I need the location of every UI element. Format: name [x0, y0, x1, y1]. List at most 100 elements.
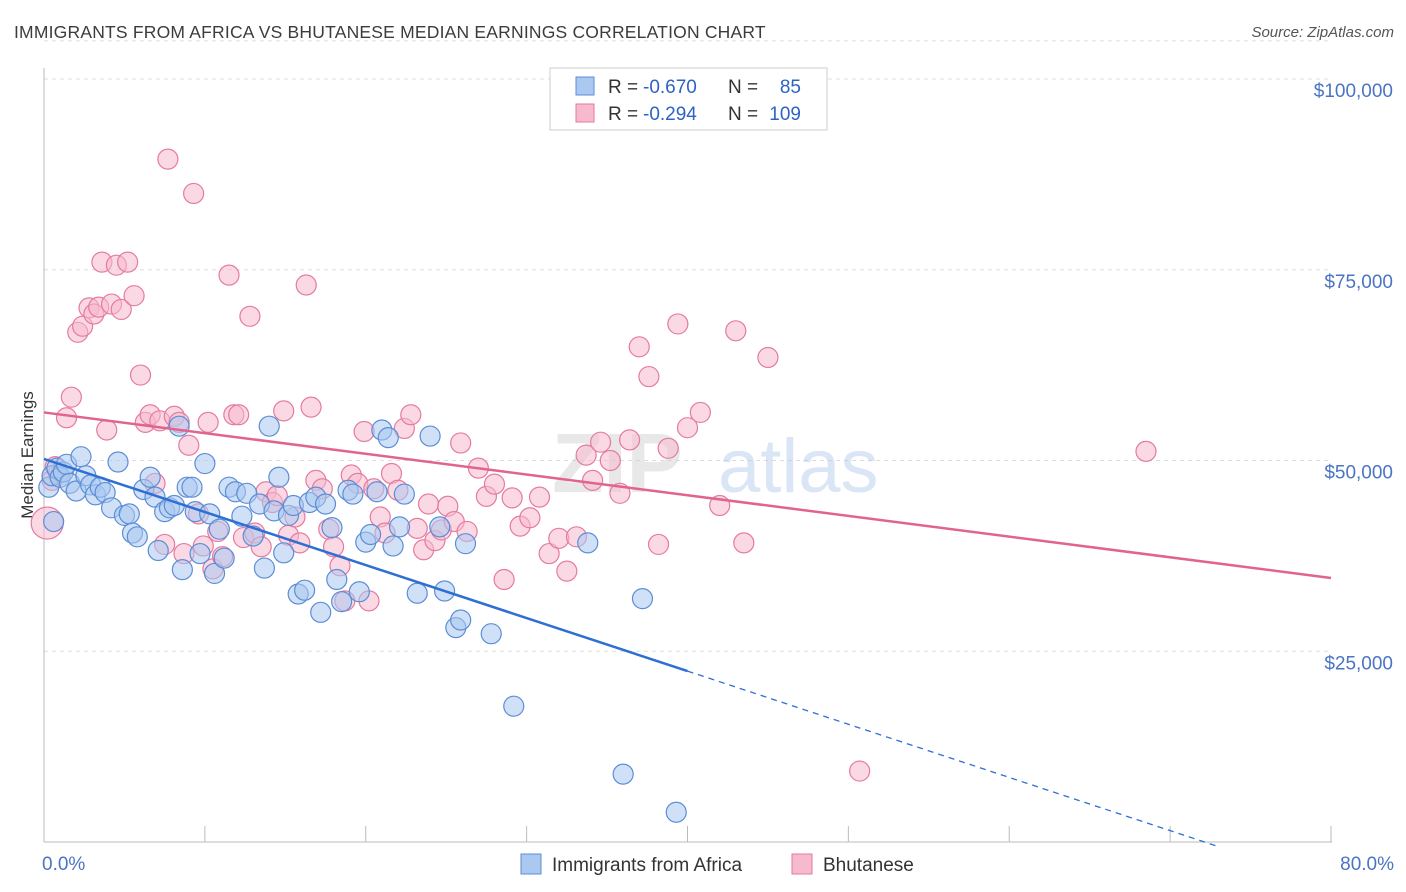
y-tick-label-0: $25,000: [1324, 653, 1393, 674]
africa-point: [273, 542, 295, 564]
series-label-africa: Immigrants from Africa: [552, 855, 742, 876]
africa-point: [393, 483, 415, 505]
africa-point: [348, 581, 370, 603]
stats-legend: R = -0.670 N = 85 R = -0.294 N = 109: [549, 67, 828, 131]
bhutanese-point: [556, 560, 578, 582]
legend-n-value-bhutanese: 109: [769, 104, 801, 125]
africa-point: [194, 452, 216, 475]
africa-point: [208, 518, 230, 540]
legend-n-label-bhutanese: N =: [728, 104, 758, 125]
trend-line-africa: [43, 457, 688, 673]
series-swatch-africa: [520, 853, 542, 875]
series-label-bhutanese: Bhutanese: [823, 855, 914, 876]
bhutanese-point: [638, 365, 660, 388]
bhutanese-point: [733, 532, 755, 554]
bhutanese-point: [300, 396, 322, 418]
africa-point: [43, 510, 65, 533]
y-axis-label: Median Earnings: [18, 391, 37, 519]
africa-point: [147, 539, 169, 562]
bhutanese-point: [548, 527, 570, 549]
bhutanese-point: [273, 400, 295, 422]
chart-title: IMMIGRANTS FROM AFRICA VS BHUTANESE MEDI…: [14, 22, 766, 42]
bhutanese-point: [197, 411, 219, 433]
legend-n-value-africa: 85: [780, 77, 801, 98]
trend-line-bhutanese: [43, 411, 1332, 580]
africa-point: [665, 801, 687, 823]
source-credit: Source: ZipAtlas.com: [1251, 24, 1394, 41]
y-tick-label-3: $100,000: [1314, 81, 1393, 102]
africa-point: [388, 516, 411, 538]
africa-point: [242, 525, 264, 547]
bhutanese-point: [400, 404, 422, 426]
bhutanese-point: [178, 434, 200, 456]
africa-point: [326, 568, 348, 591]
bhutanese-point: [575, 444, 597, 466]
bhutanese-point: [501, 487, 523, 509]
africa-point: [314, 493, 337, 515]
legend-n-label-africa: N =: [728, 77, 758, 98]
bhutanese-point: [657, 437, 679, 459]
bhutanese-point: [417, 493, 440, 515]
africa-point: [377, 427, 399, 449]
bhutanese-point: [183, 182, 205, 205]
bhutanese-point: [849, 760, 871, 782]
x-tick-label-0: 0.0%: [42, 854, 85, 875]
bhutanese-point: [110, 298, 132, 321]
stats-legend-box: [549, 67, 828, 131]
legend-r-value-bhutanese: -0.294: [643, 104, 697, 125]
africa-point: [213, 547, 235, 569]
africa-point: [171, 559, 193, 581]
africa-point: [118, 503, 140, 525]
africa-point: [310, 601, 332, 623]
africa-point: [342, 483, 364, 505]
bhutanese-point: [493, 568, 515, 591]
bhutanese-point: [581, 469, 604, 491]
africa-point: [382, 535, 404, 557]
y-tick-labels: $25,000 $50,000 $75,000 $100,000: [1314, 81, 1393, 674]
legend-r-value-africa: -0.670: [643, 77, 697, 98]
bhutanese-point: [55, 407, 78, 429]
bhutanese-point: [647, 533, 670, 556]
africa-point: [577, 532, 599, 554]
africa-point: [366, 481, 388, 503]
africa-point: [429, 516, 451, 538]
bhutanese-point: [667, 313, 689, 335]
africa-point: [126, 526, 148, 548]
africa-point: [503, 695, 525, 717]
africa-point: [231, 505, 253, 527]
x-tick-label-1: 80.0%: [1340, 854, 1394, 875]
trend-line-africa-extension: [687, 670, 1219, 848]
watermark-atlas: atlas: [718, 424, 879, 509]
bhutanese-point: [519, 507, 541, 529]
bhutanese-point: [406, 517, 428, 540]
legend-swatch-bhutanese: [575, 103, 595, 123]
bhutanese-point: [129, 364, 152, 386]
bhutanese-point: [228, 404, 250, 426]
africa-point: [294, 579, 316, 601]
africa-point: [253, 557, 275, 579]
bhutanese-point: [1135, 440, 1157, 462]
bhutanese-point: [239, 305, 261, 327]
trend-lines: [43, 411, 1332, 848]
series-legend: Immigrants from Africa Bhutanese: [520, 853, 914, 876]
series-swatch-bhutanese: [791, 853, 813, 875]
africa-point: [189, 542, 211, 565]
grid-lines: [44, 40, 1331, 652]
bhutanese-point: [725, 320, 747, 342]
africa-point: [419, 425, 441, 447]
africa-point: [203, 562, 226, 585]
bhutanese-point: [483, 473, 506, 495]
africa-point: [631, 588, 654, 610]
legend-swatch-africa: [575, 76, 595, 96]
africa-point: [612, 763, 634, 785]
legend-r-label-bhutanese: R =: [608, 104, 638, 125]
bhutanese-point: [157, 148, 179, 170]
africa-point: [139, 466, 161, 488]
africa-point: [181, 476, 203, 498]
y-tick-label-1: $50,000: [1324, 463, 1393, 484]
bhutanese-point: [628, 336, 650, 358]
bhutanese-point: [757, 346, 779, 369]
africa-point: [450, 609, 472, 631]
bhutanese-point: [353, 420, 375, 443]
